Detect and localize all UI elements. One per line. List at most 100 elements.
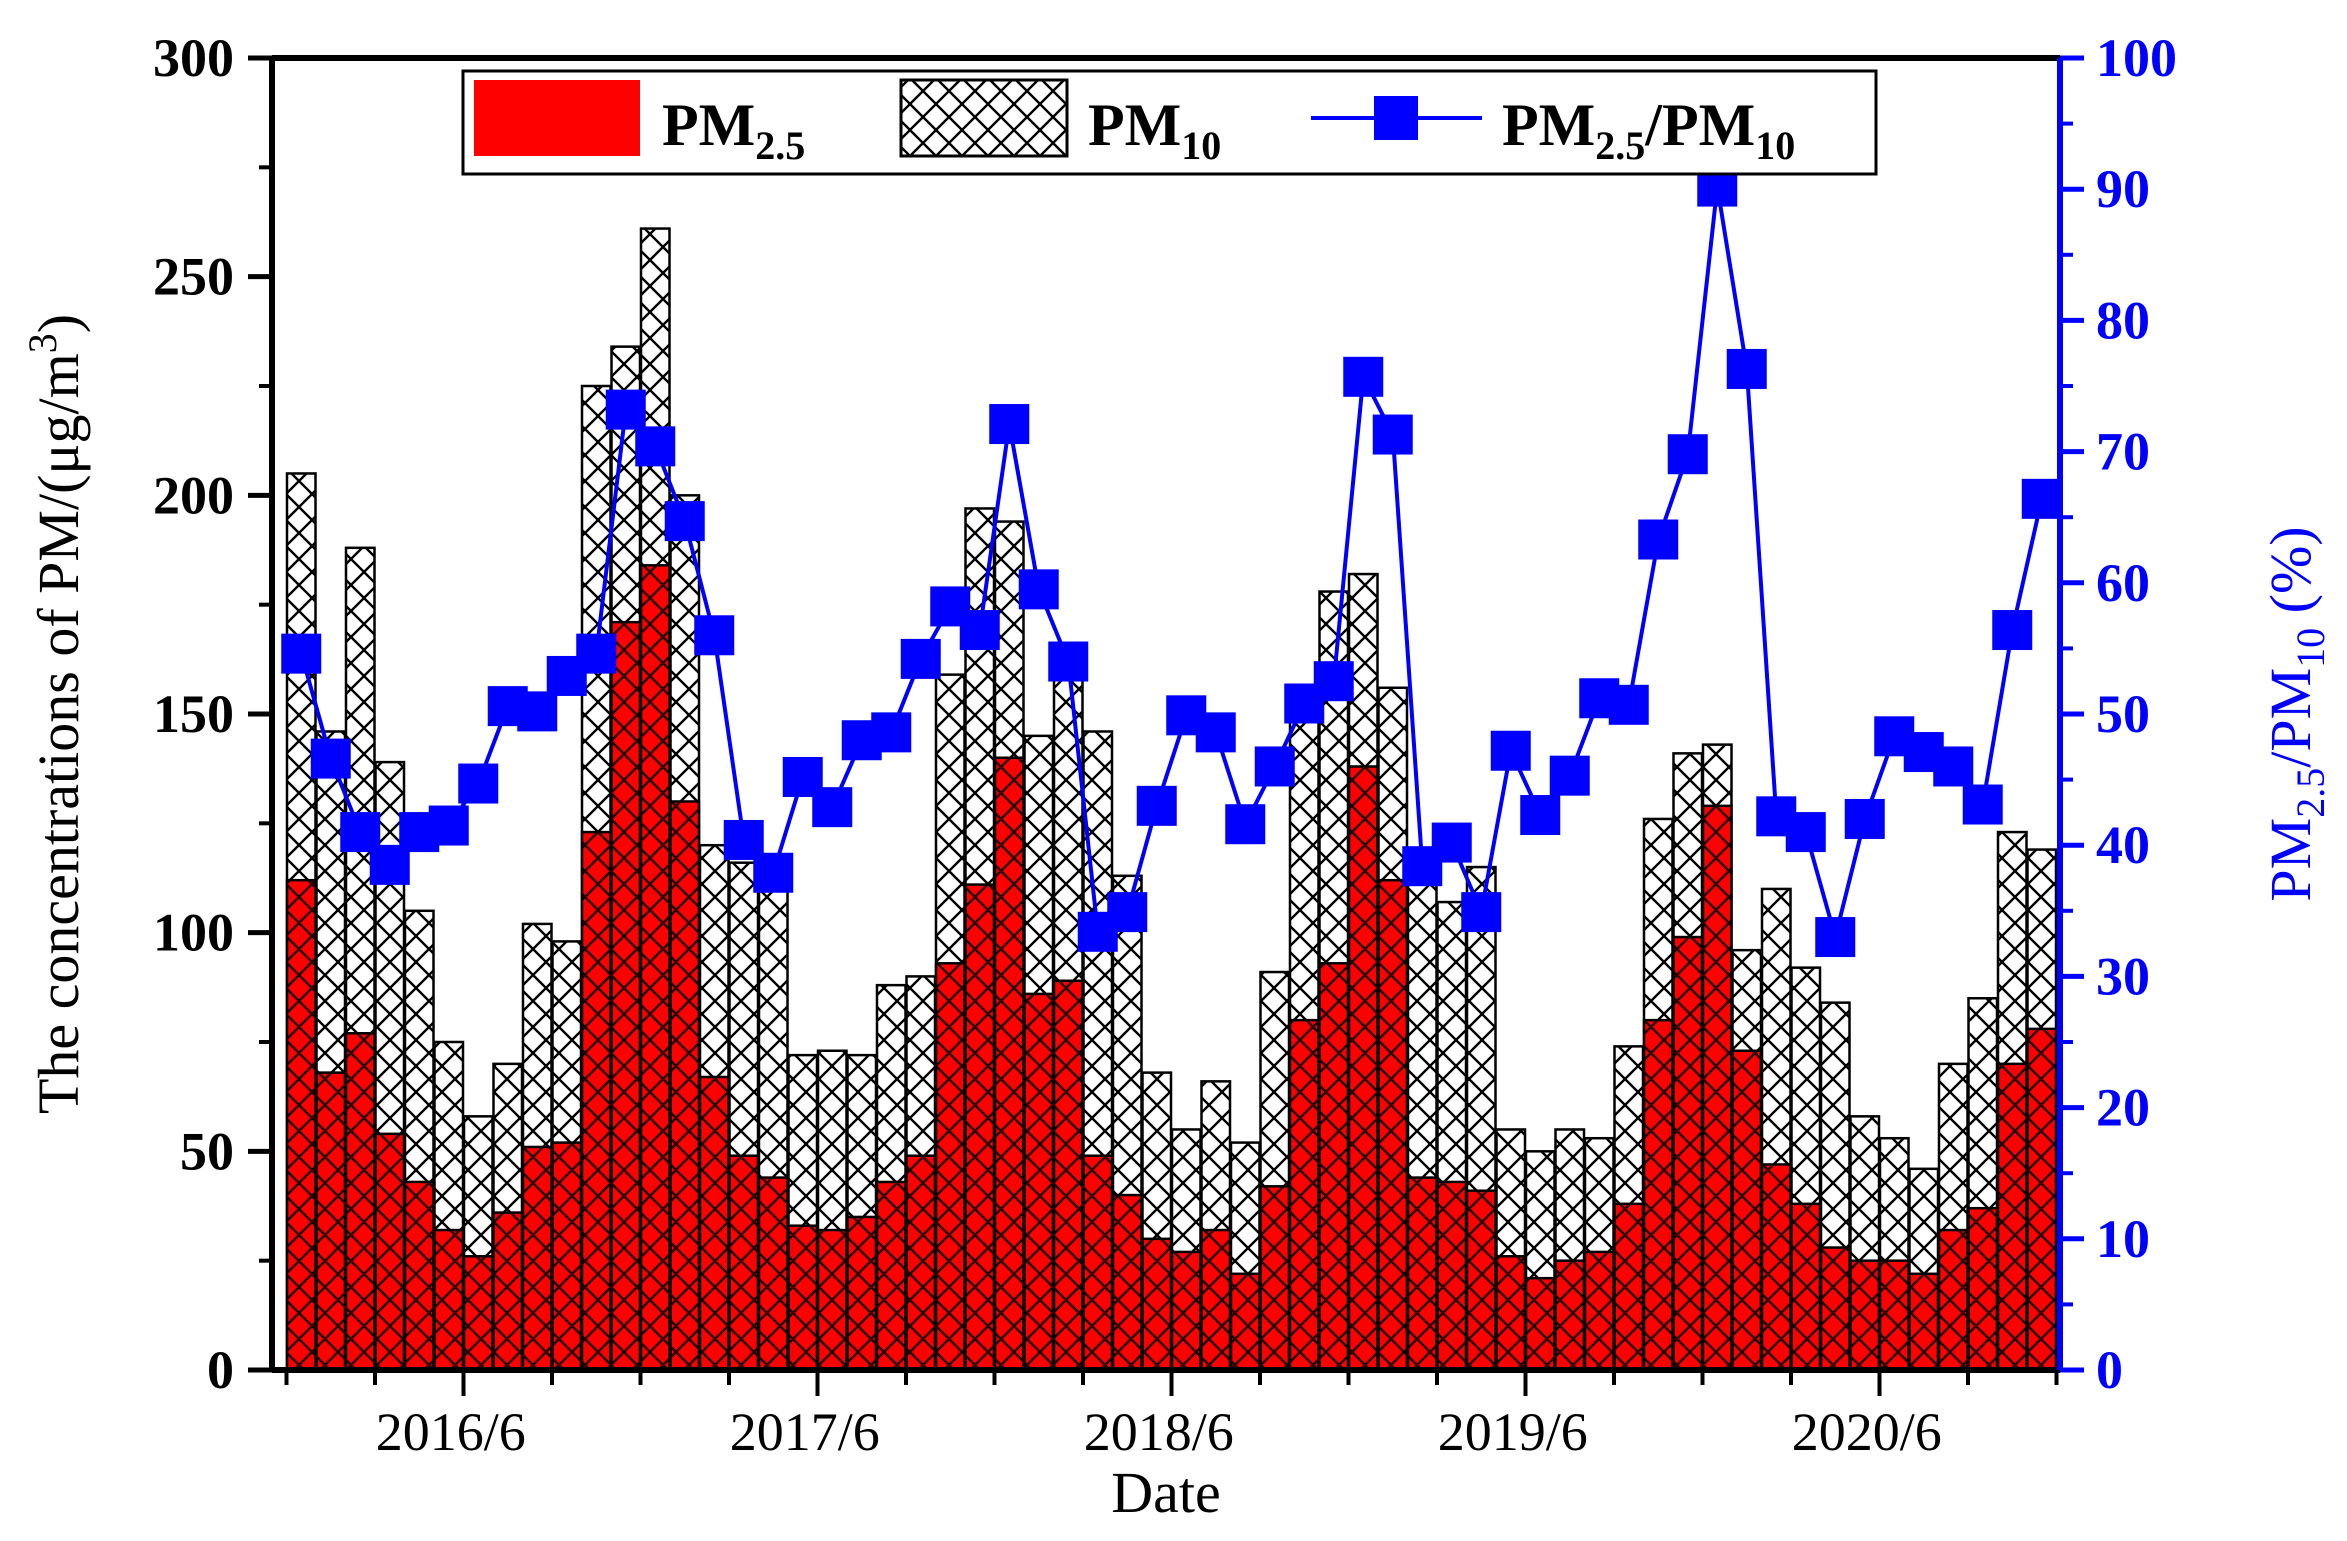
pm25-bar-hatch [936,963,965,1370]
pm25-bar-hatch [965,884,994,1370]
pm25-bars [285,564,2058,1372]
pm25-bar-hatch [405,1181,434,1370]
ratio-marker [1962,784,2003,825]
legend-ratio-label: PM2.5/PM10 [1502,92,1795,168]
ratio-marker [605,389,646,430]
ratio-marker [1225,804,1266,845]
ratio-marker [900,638,941,679]
pm25-bar-hatch [729,1155,758,1370]
y-axis-title-right: PM2.5/PM10 (%) [2258,526,2333,901]
ratio-marker [428,805,469,846]
ratio-marker [635,426,676,467]
legend-pm10-label: PM10 [1088,92,1221,168]
pm25-bar-hatch [1968,1208,1997,1370]
ratio-marker [1726,348,1767,389]
ratio-marker [694,615,735,656]
pm25-bar-hatch [611,622,640,1370]
right-tick-label: 50 [2096,684,2150,744]
x-axis-ticks: 2016/6 2017/6 2018/6 2019/6 2020/6 [284,1370,2059,1462]
pm25-bar-hatch [1762,1164,1791,1370]
ratio-marker [576,633,617,674]
pm25-bar-hatch [995,757,1024,1370]
ratio-marker [664,501,705,542]
pm25-bar-hatch [759,1177,788,1370]
ratio-marker [959,610,1000,651]
pm25-bar-hatch [700,1076,729,1370]
ratio-marker [310,738,351,779]
pm25-bar-hatch [1496,1256,1525,1370]
pm25-bar-hatch [818,1230,847,1370]
legend-box [461,69,1878,176]
right-tick-label: 60 [2096,553,2150,613]
ratio-marker [1490,730,1531,771]
right-tick-label: 30 [2096,946,2150,1006]
ratio-marker [1018,569,1059,610]
pm25-bar-hatch [1614,1203,1643,1370]
x-tick-label: 2018/6 [1084,1402,1234,1462]
left-axis-ticks: 0 50 100 150 200 250 300 [153,28,272,1400]
pm25-bar-hatch [316,1072,345,1370]
left-tick-label: 200 [153,465,234,525]
pm25-bar-hatch [1467,1190,1496,1370]
ratio-series [281,166,2062,958]
ratio-marker [1785,812,1826,853]
pm25-bar-hatch [1526,1278,1555,1370]
right-tick-label: 40 [2096,815,2150,875]
pm25-bar-hatch [1555,1260,1584,1370]
pm25-bar-hatch [1408,1177,1437,1370]
pm25-bar-hatch [1437,1181,1466,1370]
pm25-bar-hatch [1260,1186,1289,1370]
ratio-marker [1343,356,1384,397]
pm25-bar-hatch [1850,1260,1879,1370]
ratio-marker [1107,892,1148,933]
legend-pm25-label: PM2.5 [662,92,805,168]
legend: PM2.5 PM10 PM2.5/PM10 [461,69,1878,176]
pm25-bar-hatch [552,1142,581,1370]
pm25-bar-hatch [1290,1020,1319,1370]
right-tick-label: 90 [2096,159,2150,219]
left-tick-label: 0 [207,1340,234,1400]
pm25-bar-hatch [1113,1195,1142,1370]
x-axis-title: Date [1111,1460,1221,1525]
left-tick-label: 150 [153,684,234,744]
pm25-bar-hatch [670,801,699,1370]
x-tick-label: 2017/6 [730,1402,880,1462]
right-tick-label: 80 [2096,290,2150,350]
ratio-marker [1844,798,1885,839]
pm25-bar-hatch [346,1033,375,1370]
ratio-marker [1667,434,1708,475]
pm25-bar-hatch [375,1133,404,1370]
pm25-bar-hatch [788,1225,817,1370]
pm25-bar-hatch [582,832,611,1370]
pm25-bar-hatch [1998,1063,2027,1370]
ratio-marker [871,712,912,753]
ratio-marker [2021,478,2062,519]
pm25-bar-hatch [1083,1155,1112,1370]
pm25-bar-hatch [847,1216,876,1370]
left-tick-label: 250 [153,247,234,307]
pm25-bar-hatch [1821,1247,1850,1370]
legend-ratio-marker [1374,96,1418,140]
ratio-marker [989,404,1030,445]
pm25-bar-hatch [493,1212,522,1370]
pm25-bar-hatch [523,1146,552,1370]
ratio-marker [281,633,322,674]
left-tick-label: 50 [180,1121,234,1181]
pm25-bar-hatch [287,880,316,1370]
pm25-bar-hatch [1909,1273,1938,1370]
left-tick-label: 100 [153,903,234,963]
right-tick-label: 100 [2096,28,2177,88]
pm25-bar-hatch [1319,963,1348,1370]
pm25-bar-hatch [906,1155,935,1370]
right-tick-label: 70 [2096,422,2150,482]
pm25-bar-hatch [1201,1230,1230,1370]
x-tick-label: 2016/6 [376,1402,526,1462]
pm25-bar-hatch [1231,1273,1260,1370]
pm25-bar-hatch [1703,805,1732,1370]
left-tick-label: 300 [153,28,234,88]
pm25-bar-hatch [641,565,670,1370]
right-tick-label: 20 [2096,1078,2150,1138]
ratio-marker [1195,712,1236,753]
pm25-bar-hatch [1673,937,1702,1370]
